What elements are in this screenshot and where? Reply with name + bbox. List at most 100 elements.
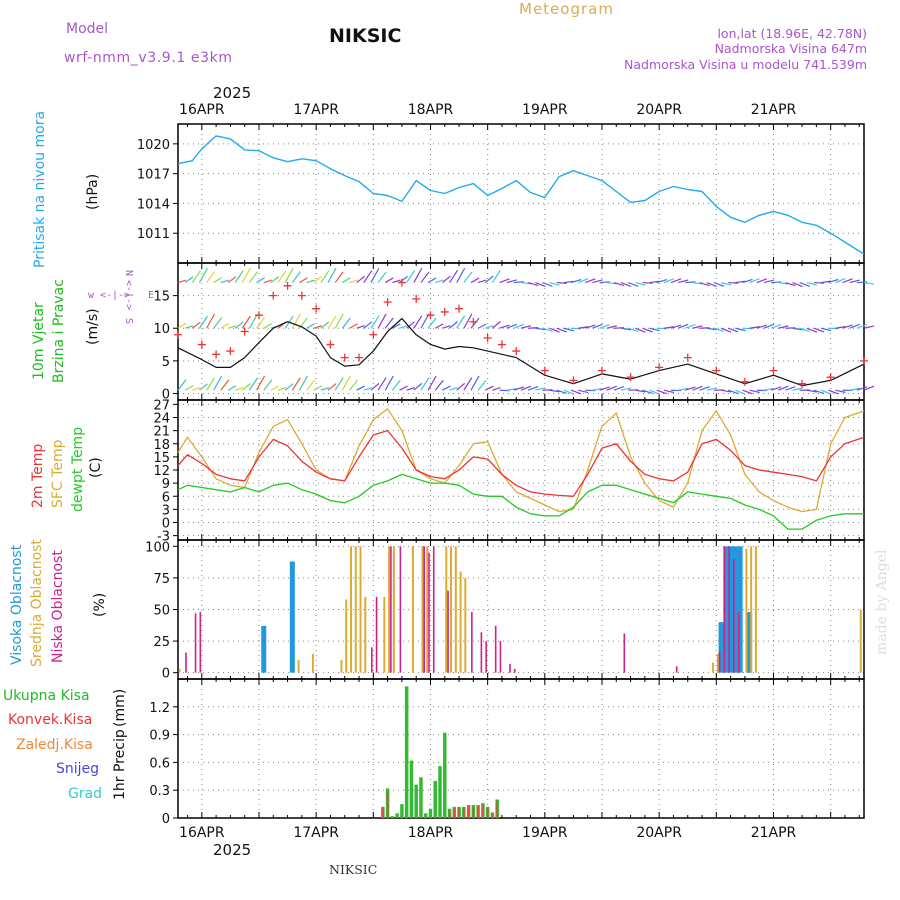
wind-arrow — [627, 282, 639, 287]
wind-arrow — [413, 267, 423, 283]
wind-arrow — [206, 313, 216, 329]
wind-arrow — [470, 317, 480, 329]
wind-arrow — [341, 375, 351, 391]
wind-arrow — [370, 315, 380, 329]
wind-arrow — [820, 327, 832, 332]
wind-arrow — [863, 325, 875, 329]
cloud-bar — [359, 546, 362, 673]
cloud-bar — [737, 546, 743, 673]
wind-arrow — [506, 388, 517, 391]
wind-speed-line — [177, 317, 865, 387]
temp2m-line — [177, 429, 865, 497]
wind-arrow — [463, 313, 473, 329]
temp-unit: (C) — [88, 457, 104, 478]
wind-arrow — [799, 282, 810, 287]
legend-hail: Grad — [68, 786, 102, 802]
wind-gust-mark — [269, 291, 278, 300]
wind-arrow — [756, 324, 767, 329]
wind-arrow — [284, 267, 294, 283]
wind-arrow — [706, 327, 717, 331]
wind-arrow — [248, 271, 258, 283]
wind-arrow — [442, 275, 451, 284]
temperature-ytick-label: 18 — [153, 438, 170, 453]
wind-arrow — [327, 315, 337, 329]
wind-arrow — [256, 317, 266, 329]
cloud-bar — [426, 546, 429, 673]
wind-arrow — [206, 271, 216, 283]
station-title: NIKSIC — [329, 25, 401, 47]
wind-arrow — [220, 379, 230, 391]
wind-arrow — [413, 315, 423, 329]
wind-arrow — [363, 270, 373, 283]
wind-gust-mark — [174, 330, 182, 339]
wind-arrow — [578, 326, 589, 329]
precip-bar — [438, 766, 442, 818]
wind-arrow — [270, 385, 280, 391]
wind-arrow — [356, 325, 365, 329]
cloud-bar — [480, 632, 483, 673]
wind-arrow — [642, 281, 653, 284]
wind-arrow — [263, 379, 273, 391]
wind-unit: (m/s) — [85, 308, 101, 345]
precip-unit: (mm) — [112, 689, 128, 727]
wind-arrow — [656, 389, 667, 395]
precip-bar — [423, 813, 428, 818]
cloud-bar — [421, 546, 424, 673]
wind-arrow — [427, 375, 437, 391]
temperature-ytick-label: 12 — [153, 464, 170, 479]
wind-arrow — [520, 325, 532, 329]
pressure-ytick-label: 1011 — [137, 227, 170, 242]
cloud-bar — [745, 548, 748, 673]
wind-arrow — [213, 375, 223, 391]
wind-ytick-label: 5 — [162, 355, 170, 370]
wind-arrow — [535, 387, 546, 391]
cloud-bar — [261, 625, 267, 673]
coords-label: lon,lat (18.96E, 42.78N) — [717, 26, 867, 41]
wind-arrow — [620, 387, 632, 391]
wind-arrow — [813, 281, 825, 284]
wind-arrow — [813, 327, 825, 333]
wind-arrow — [513, 386, 525, 391]
cloud-bar — [350, 546, 352, 673]
cloud-bar — [194, 613, 197, 673]
wind-arrow — [213, 277, 223, 284]
cloud-bar — [388, 546, 391, 673]
wind-arrow — [192, 387, 201, 391]
precip-panel: 0 0.3 0.6 0.9 1.2 — [149, 678, 865, 827]
wind-arrow — [835, 278, 846, 284]
wind-arrow — [656, 327, 667, 330]
wind-gust-mark — [497, 340, 506, 349]
wind-arrow — [856, 324, 868, 329]
high-cloud-ylabel: Visoka Oblacnost — [9, 544, 25, 665]
wind-arrow — [763, 323, 775, 329]
clouds-ytick-label: 50 — [153, 604, 170, 619]
wind-arrow — [434, 323, 444, 329]
wind-arrow — [678, 387, 689, 391]
wind-arrow — [813, 389, 825, 395]
precip-bar — [472, 806, 475, 818]
precip-bar — [482, 805, 484, 818]
wind-gust-mark — [569, 376, 578, 385]
wind-arrow — [177, 322, 187, 329]
precip-bar — [395, 813, 399, 818]
cloud-bar — [375, 596, 378, 673]
cloud-bar — [185, 652, 187, 673]
wind-arrow — [384, 277, 394, 284]
wind-arrow — [563, 280, 574, 284]
wind-arrow — [556, 389, 567, 395]
wind-arrow — [327, 267, 337, 283]
legend-frozen-rain: Zaledj.Kisa — [16, 737, 93, 753]
clouds-ytick-label: 0 — [162, 667, 170, 682]
wind-arrow — [420, 377, 430, 391]
year-top: 2025 — [213, 84, 251, 102]
wind-arrow — [842, 324, 853, 329]
wind-arrow — [277, 387, 287, 391]
precip-bar — [477, 805, 479, 818]
wind-gust-mark — [383, 298, 392, 307]
wind-arrow — [806, 389, 817, 393]
wind-arrow — [499, 324, 510, 329]
cloud-unit: (%) — [92, 593, 108, 617]
wind-arrow — [227, 276, 237, 284]
wind-arrow — [434, 379, 444, 391]
wind-arrow — [241, 383, 251, 391]
